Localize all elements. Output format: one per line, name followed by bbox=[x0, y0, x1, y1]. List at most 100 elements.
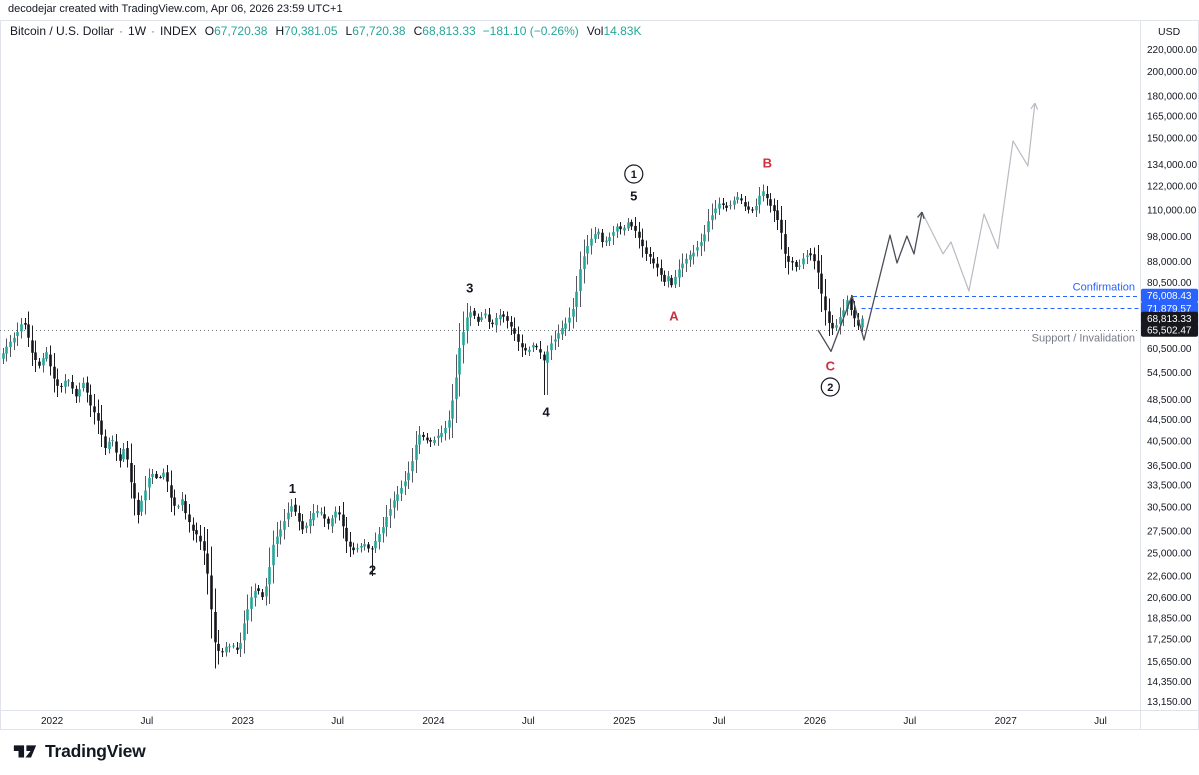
wave-label-3[interactable]: 3 bbox=[466, 281, 473, 296]
tradingview-logo[interactable]: TradingView bbox=[12, 738, 146, 764]
forecast-path-primary[interactable] bbox=[817, 211, 923, 353]
candle-body bbox=[451, 400, 454, 419]
candle-body bbox=[455, 377, 458, 400]
candle-body bbox=[663, 274, 666, 282]
candle-body bbox=[670, 277, 673, 286]
candle-body bbox=[327, 518, 330, 524]
candle-body bbox=[170, 485, 173, 498]
candle-body bbox=[305, 525, 308, 529]
candle-body bbox=[31, 340, 34, 353]
close-value: 68,813.33 bbox=[422, 24, 476, 38]
candle-body bbox=[49, 354, 52, 367]
wave-label-1[interactable]: 1 bbox=[289, 481, 296, 496]
candle-body bbox=[352, 547, 355, 551]
candle-body bbox=[290, 506, 293, 512]
footer: TradingView bbox=[0, 730, 1199, 775]
candle-body bbox=[674, 276, 677, 285]
price-tick: 200,000.00 bbox=[1147, 67, 1197, 78]
wave-label-1[interactable]: 1 bbox=[631, 169, 637, 181]
candle-body bbox=[13, 337, 16, 343]
candle-body bbox=[641, 239, 644, 247]
wave-label-A[interactable]: A bbox=[669, 308, 679, 323]
price-pane[interactable]: 1 2 3 4 1 5 A B C 2 bbox=[0, 102, 1140, 669]
candle-body bbox=[261, 592, 264, 598]
wave-label-B[interactable]: B bbox=[763, 155, 772, 170]
time-axis[interactable]: 2022 Jul 2023 Jul 2024 Jul 2025 Jul 2026 Jul 2027 J… bbox=[41, 716, 1107, 727]
wave-label-5[interactable]: 5 bbox=[630, 188, 637, 203]
candle-body bbox=[64, 380, 67, 387]
volume-value: 14.83K bbox=[603, 24, 642, 38]
candle-body bbox=[119, 454, 122, 461]
wave-label-4[interactable]: 4 bbox=[542, 404, 550, 419]
price-tick: 17,250.00 bbox=[1147, 634, 1192, 645]
price-tick: 150,000.00 bbox=[1147, 134, 1197, 145]
candle-body bbox=[736, 196, 739, 200]
confirmation-label[interactable]: Confirmation bbox=[1073, 282, 1135, 294]
wave-label-2[interactable]: 2 bbox=[369, 563, 376, 578]
candle-body bbox=[769, 199, 772, 206]
candle-body bbox=[700, 242, 703, 247]
price-tick: 25,000.00 bbox=[1147, 548, 1192, 559]
candle-body bbox=[34, 352, 37, 360]
candle-body bbox=[557, 333, 560, 339]
candle-body bbox=[342, 514, 345, 527]
candle-body bbox=[568, 317, 571, 323]
candle-body bbox=[210, 575, 213, 610]
price-axis[interactable]: 220,000.00 200,000.00 180,000.00 165,000.00… bbox=[1141, 45, 1198, 708]
chart-canvas: 1 2 3 4 1 5 A B C 2 220,000.00 200,000.00 180,000.0… bbox=[0, 20, 1199, 730]
candle-body bbox=[835, 325, 838, 328]
price-tick: 20,600.00 bbox=[1147, 593, 1192, 604]
candle-body bbox=[506, 316, 509, 321]
candle-body bbox=[795, 261, 798, 267]
candle-body bbox=[477, 316, 480, 322]
candle-body bbox=[418, 434, 421, 445]
price-badge-text: 71,879.57 bbox=[1147, 304, 1192, 315]
candle-body bbox=[462, 332, 465, 346]
candle-body bbox=[707, 221, 710, 233]
candle-body bbox=[356, 548, 359, 550]
candle-body bbox=[268, 567, 271, 585]
candle-body bbox=[718, 203, 721, 209]
candle-body bbox=[561, 328, 564, 335]
candle-body bbox=[254, 590, 257, 598]
candle-body bbox=[411, 461, 414, 472]
candle-body bbox=[722, 203, 725, 205]
time-tick: Jul bbox=[903, 716, 916, 727]
wave-label-C[interactable]: C bbox=[826, 358, 836, 373]
candle-body bbox=[616, 226, 619, 232]
candle-body bbox=[630, 222, 633, 227]
price-badge-text: 76,008.43 bbox=[1147, 291, 1192, 302]
candle-body bbox=[181, 499, 184, 506]
symbol-title[interactable]: Bitcoin / U.S. Dollar bbox=[10, 24, 115, 38]
candle-body bbox=[38, 361, 41, 366]
volume-label: Vol bbox=[586, 24, 604, 38]
candle-body bbox=[82, 382, 85, 389]
candle-body bbox=[780, 219, 783, 233]
wave-circle[interactable] bbox=[820, 377, 840, 397]
candle-body bbox=[115, 441, 118, 453]
candle-body bbox=[195, 530, 198, 535]
wave-circle[interactable] bbox=[624, 164, 644, 184]
time-tick: 2024 bbox=[422, 716, 445, 727]
legend-separator: · bbox=[119, 24, 124, 38]
candle-body bbox=[246, 609, 249, 621]
candle-body bbox=[159, 477, 162, 479]
candle-body bbox=[586, 245, 589, 254]
interval-label[interactable]: 1W bbox=[128, 24, 147, 38]
candle-body bbox=[236, 647, 239, 650]
support-invalidation-label[interactable]: Support / Invalidation bbox=[1032, 333, 1135, 345]
candle-body bbox=[316, 510, 319, 514]
candle-body bbox=[393, 500, 396, 508]
candle-body bbox=[279, 529, 282, 537]
wave-label-2[interactable]: 2 bbox=[827, 382, 833, 394]
candle-body bbox=[396, 494, 399, 501]
candle-body bbox=[217, 643, 220, 651]
candle-body bbox=[524, 347, 527, 351]
price-tick: 54,500.00 bbox=[1147, 368, 1192, 379]
candle-body bbox=[345, 527, 348, 542]
close-label: C bbox=[413, 24, 423, 38]
candle-body bbox=[850, 299, 853, 310]
price-badge bbox=[1141, 311, 1198, 326]
high-label: H bbox=[275, 24, 285, 38]
forecast-path-extended[interactable] bbox=[921, 103, 1036, 292]
